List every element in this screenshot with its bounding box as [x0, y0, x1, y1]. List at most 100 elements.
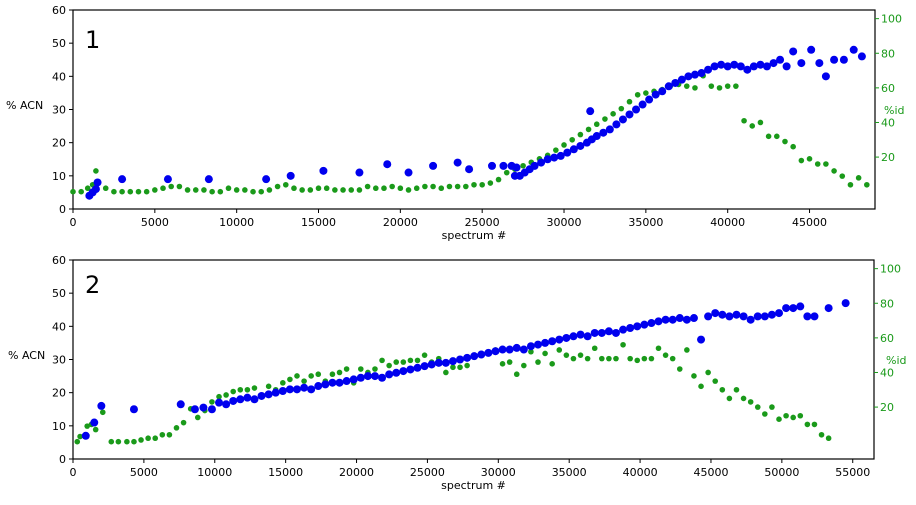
id-point — [389, 183, 395, 190]
id-point — [740, 395, 747, 402]
acn-point — [824, 304, 833, 313]
acn-point — [204, 175, 213, 184]
acn-point — [307, 385, 316, 394]
x-tick-label: 40000 — [623, 466, 658, 479]
id-point — [443, 369, 449, 376]
acn-point — [356, 373, 365, 382]
acn-point — [319, 166, 328, 175]
acn-point — [543, 155, 552, 164]
id-point — [521, 362, 527, 369]
id-point — [790, 143, 796, 150]
acn-point — [222, 400, 231, 409]
acn-point — [830, 55, 839, 64]
y2-tick-label: 100 — [881, 13, 902, 26]
acn-point — [537, 158, 546, 167]
y-tick-label: 10 — [52, 420, 66, 433]
id-point — [393, 359, 400, 365]
acn-point — [548, 337, 557, 346]
acn-point — [632, 105, 641, 114]
acn-point — [510, 171, 519, 180]
id-point — [77, 433, 83, 440]
acn-point — [815, 59, 824, 68]
acn-point — [756, 60, 765, 69]
acn-point — [429, 161, 438, 170]
id-point — [84, 185, 91, 192]
id-point — [266, 187, 273, 193]
y2-tick-label: 80 — [881, 47, 895, 60]
id-point — [577, 352, 584, 358]
acn-point — [243, 393, 252, 402]
y-tick-label: 20 — [52, 387, 66, 400]
acn-point — [704, 312, 713, 321]
acn-point — [456, 355, 465, 364]
acn-point — [746, 315, 755, 324]
id-point — [610, 111, 616, 117]
id-point — [676, 366, 683, 372]
acn-point — [465, 165, 474, 174]
acn-point — [250, 395, 259, 404]
id-point — [733, 83, 739, 89]
acn-point — [753, 312, 762, 321]
id-point — [225, 185, 232, 192]
x-tick-label: 5000 — [130, 466, 158, 479]
chart-panel-1: 0 5000 10000 15000 20000 25000 30000 35000 40000… — [6, 4, 905, 242]
id-point — [131, 438, 137, 445]
y2-tick-label: 20 — [880, 401, 894, 414]
id-point — [797, 412, 804, 419]
acn-point — [526, 342, 535, 351]
id-point — [762, 411, 768, 417]
x-tick-label: 35000 — [552, 466, 587, 479]
id-point — [192, 187, 199, 193]
id-point — [733, 386, 740, 393]
acn-point — [769, 59, 778, 68]
id-point — [242, 187, 248, 193]
acn-point — [335, 378, 344, 387]
id-point — [627, 355, 633, 362]
id-point — [176, 183, 183, 190]
id-point — [287, 376, 293, 383]
acn-point — [90, 418, 99, 427]
acn-point — [592, 132, 601, 141]
id-point — [209, 399, 215, 405]
id-point — [386, 362, 392, 369]
id-point — [92, 426, 99, 433]
id-point — [180, 419, 187, 426]
acn-point — [541, 338, 550, 347]
acn-point — [271, 388, 280, 397]
acn-point — [796, 302, 805, 311]
acn-point — [470, 352, 479, 361]
x-tick-label: 5000 — [141, 216, 169, 229]
id-point — [450, 364, 456, 371]
id-point — [602, 116, 608, 122]
id-point — [93, 168, 99, 174]
y-tick-label: 0 — [59, 453, 66, 466]
id-point — [776, 416, 782, 423]
acn-point — [604, 327, 613, 336]
y2-axis-label: %id — [884, 104, 905, 117]
id-point — [506, 359, 513, 365]
id-point — [108, 438, 115, 445]
id-point — [463, 183, 469, 190]
x-tick-label: 25000 — [410, 466, 445, 479]
acn-point — [710, 62, 719, 71]
acn-point — [789, 304, 798, 313]
id-point — [487, 180, 494, 186]
id-point — [584, 355, 591, 362]
acn-point — [682, 315, 691, 324]
id-point — [712, 378, 719, 384]
id-point — [669, 355, 676, 362]
y-tick-label: 60 — [52, 4, 66, 17]
id-point — [698, 383, 704, 390]
acn-point — [797, 59, 806, 68]
id-point — [400, 359, 407, 365]
acn-point — [550, 153, 559, 162]
id-point — [209, 188, 215, 195]
acn-point — [441, 358, 450, 367]
acn-point — [803, 312, 812, 321]
id-point — [340, 187, 346, 193]
id-point — [708, 83, 715, 89]
y-tick-label: 30 — [52, 354, 66, 367]
acn-point — [355, 168, 364, 177]
id-point — [124, 438, 130, 445]
